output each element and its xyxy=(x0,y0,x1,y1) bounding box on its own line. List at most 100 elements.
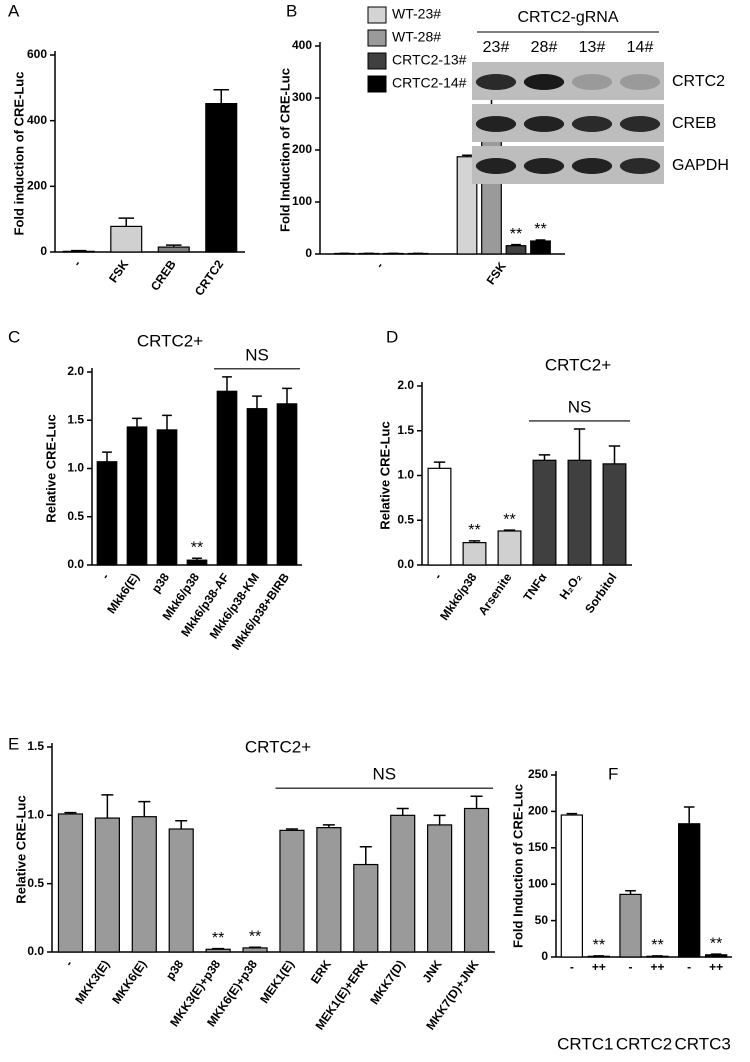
blot-band xyxy=(523,158,565,174)
blot-title: CRTC2-gRNA xyxy=(517,9,618,26)
error-bar xyxy=(573,428,586,461)
significance-label: ** xyxy=(651,937,663,954)
x-tick-label: JNK xyxy=(419,957,444,985)
bar xyxy=(462,542,487,566)
significance-label: ** xyxy=(534,221,546,238)
error-bar xyxy=(322,824,335,828)
y-tick-label: 100 xyxy=(528,876,548,890)
error-bar xyxy=(102,451,112,462)
y-axis-label: Relative CRE-Luc xyxy=(43,414,58,522)
blot-band xyxy=(571,158,613,174)
legend-label: WT-23# xyxy=(392,6,441,22)
x-tick-label: p38 xyxy=(163,957,187,982)
error-bar xyxy=(162,414,172,430)
blot-row-label: CREB xyxy=(672,115,716,132)
x-tick-label: Sorbitol xyxy=(582,571,619,616)
y-tick-label: 2.0 xyxy=(67,364,84,378)
x-tick-label: ERK xyxy=(308,957,334,986)
error-bar xyxy=(462,154,472,157)
y-tick-label: 1.5 xyxy=(67,412,84,426)
bar xyxy=(205,948,231,953)
error-bar xyxy=(625,890,636,895)
error-bar xyxy=(64,811,77,814)
chart-title: CRTC2+ xyxy=(137,331,203,350)
panel-letter: E xyxy=(8,734,19,753)
error-bar xyxy=(396,807,409,816)
blot-band xyxy=(523,116,565,132)
bar xyxy=(246,408,268,566)
y-axis-label: Relative CRE-Luc xyxy=(13,795,28,903)
significance-label: ** xyxy=(468,522,480,539)
legend-swatch xyxy=(367,6,387,24)
blot-band xyxy=(523,74,565,90)
significance-label: ** xyxy=(191,539,203,556)
bar xyxy=(530,240,551,255)
error-bar xyxy=(285,828,298,831)
blot-row-label: GAPDH xyxy=(672,157,729,174)
error-bar xyxy=(433,814,446,825)
y-tick-label: 1.0 xyxy=(27,808,44,822)
legend-swatch xyxy=(367,29,387,47)
error-bar xyxy=(71,249,87,252)
panel-letter: D xyxy=(386,327,398,346)
error-bar xyxy=(249,946,262,948)
bar xyxy=(186,559,208,566)
blot-lane-label: 28# xyxy=(531,39,558,56)
panel-letter: F xyxy=(608,764,618,783)
bar xyxy=(156,429,178,566)
legend-swatch xyxy=(367,52,387,70)
y-tick-label: 0.0 xyxy=(397,557,414,571)
error-bar xyxy=(359,846,372,865)
y-tick-label: 400 xyxy=(27,113,47,127)
x-tick-label: TNFα xyxy=(520,570,549,604)
y-tick-label: 200 xyxy=(27,179,47,193)
error-bar xyxy=(683,806,695,824)
x-tick-label: ++ xyxy=(592,960,606,974)
significance-label: ** xyxy=(510,226,522,243)
error-bar xyxy=(132,417,142,428)
error-bar xyxy=(175,820,188,829)
bar xyxy=(96,461,118,566)
y-tick-label: 1.0 xyxy=(67,461,84,475)
error-bar xyxy=(138,800,151,817)
bar xyxy=(110,225,143,253)
chart-title: CRTC2+ xyxy=(545,355,611,374)
legend-swatch xyxy=(367,75,387,93)
bar xyxy=(57,813,84,953)
error-bar xyxy=(213,89,229,104)
y-tick-label: 400 xyxy=(292,38,312,52)
bar xyxy=(678,823,701,958)
bar xyxy=(704,954,728,958)
bar xyxy=(157,246,190,253)
bar xyxy=(560,814,584,958)
chart-title: CRTC2+ xyxy=(245,737,311,756)
significance-label: ** xyxy=(503,511,515,528)
error-bar xyxy=(282,387,292,404)
blot-band xyxy=(571,74,613,90)
significance-label: ** xyxy=(593,937,605,954)
error-bar xyxy=(166,244,182,248)
y-tick-label: 2.0 xyxy=(397,378,414,392)
y-tick-label: 0 xyxy=(305,246,312,260)
legend-label: CRTC2-13# xyxy=(392,52,467,68)
y-tick-label: 0 xyxy=(40,244,47,258)
y-tick-label: 200 xyxy=(528,804,548,818)
x-tick-label: MEK1(E) xyxy=(257,958,297,1006)
error-bar xyxy=(222,376,232,392)
error-bar xyxy=(511,243,521,246)
error-bar xyxy=(538,454,551,461)
significance-label: ** xyxy=(249,928,261,945)
x-tick-label: CREB xyxy=(148,257,179,293)
bar xyxy=(390,814,416,953)
error-bar xyxy=(535,239,546,241)
bar xyxy=(242,947,268,953)
x-tick-label: - xyxy=(98,571,112,582)
blot-band xyxy=(475,116,517,132)
bar xyxy=(353,863,379,953)
legend-label: WT-28# xyxy=(392,29,441,45)
error-bar xyxy=(192,557,202,561)
bar xyxy=(427,824,453,953)
bracket-label: NS xyxy=(245,345,269,364)
y-tick-label: 300 xyxy=(292,90,312,104)
